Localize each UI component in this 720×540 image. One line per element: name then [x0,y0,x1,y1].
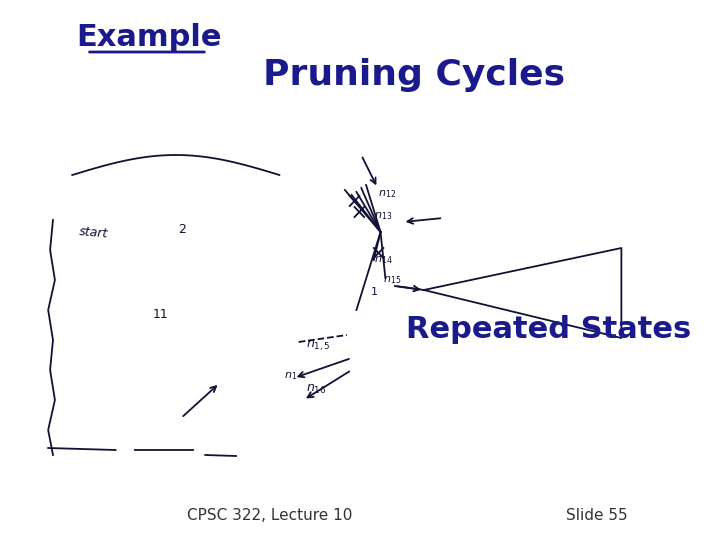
Text: Pruning Cycles: Pruning Cycles [264,58,565,92]
Text: $n_1$: $n_1$ [284,370,297,382]
Text: $n_{1,5}$: $n_{1,5}$ [306,339,331,353]
Text: Slide 55: Slide 55 [567,508,628,523]
Text: $n_{13}$: $n_{13}$ [374,210,392,222]
Text: 2: 2 [179,223,186,236]
Text: $n_{16}$: $n_{16}$ [306,383,327,396]
Text: $n_{12}$: $n_{12}$ [378,188,396,200]
Text: 11: 11 [152,308,168,321]
Text: 1: 1 [371,287,378,297]
Text: CPSC 322, Lecture 10: CPSC 322, Lecture 10 [187,508,352,523]
Text: $n_{14}$: $n_{14}$ [374,254,392,266]
Text: Repeated States: Repeated States [407,315,692,345]
Text: start: start [79,226,109,241]
Text: Example: Example [76,24,222,52]
Text: $n_{15}$: $n_{15}$ [384,274,402,286]
